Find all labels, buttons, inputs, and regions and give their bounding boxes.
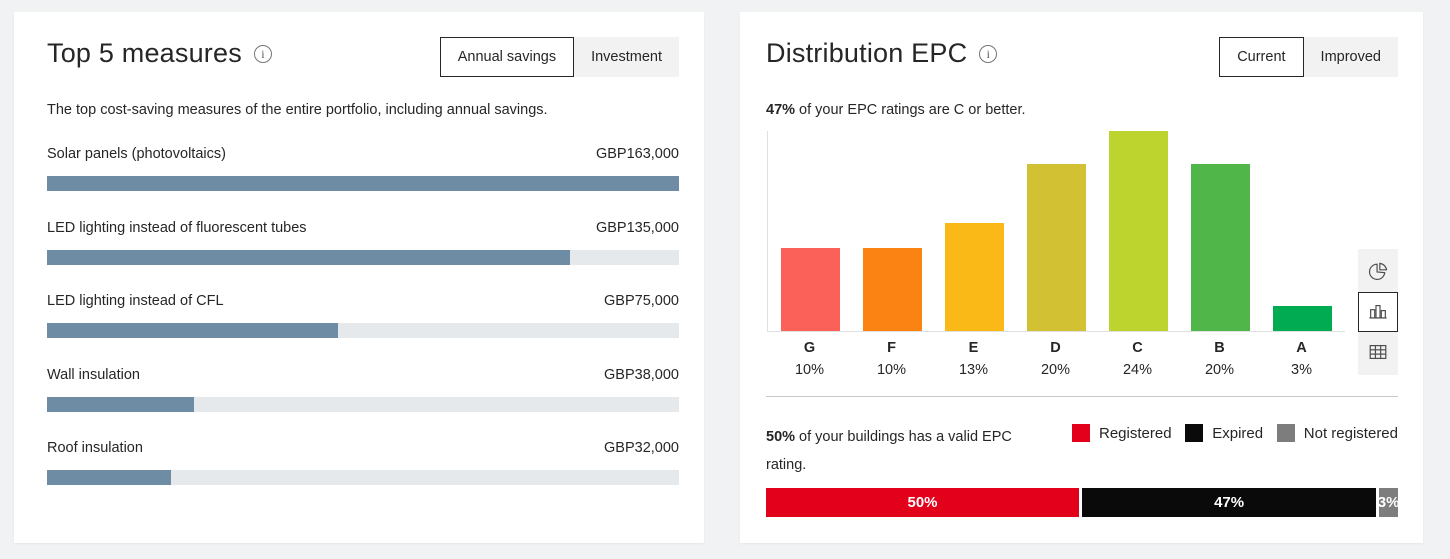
epc-axis-label-e: E 13%: [944, 336, 1003, 378]
investment-tab[interactable]: Investment: [574, 37, 679, 77]
epc-category-percent: 3%: [1291, 362, 1312, 378]
measure-value: GBP135,000: [595, 219, 679, 236]
measures-list: Solar panels (photovoltaics) GBP163,000 …: [47, 146, 679, 514]
epc-bar-d[interactable]: [1027, 164, 1086, 331]
measure-bar-track: [47, 176, 679, 191]
epc-axis-label-a: A 3%: [1272, 336, 1331, 378]
stack-segment-registered: 50%: [766, 488, 1079, 517]
epc-bar-e[interactable]: [945, 223, 1004, 331]
measure-label: Roof insulation: [47, 440, 143, 456]
pie-chart-view-button[interactable]: [1358, 252, 1398, 292]
current-improved-toggle: Current Improved: [1219, 37, 1398, 77]
measure-row: LED lighting instead of fluorescent tube…: [47, 220, 679, 265]
epc-bar-chart-labels: G 10% F 10% E 13% D 20% C 24% B 20% A 3%: [767, 336, 1345, 378]
legend-item-registered: Registered: [1072, 424, 1172, 442]
epc-bar-c[interactable]: [1109, 131, 1168, 331]
epc-axis-label-c: C 24%: [1108, 336, 1167, 378]
distribution-epc-title: Distribution EPC: [766, 38, 968, 68]
measure-row: Roof insulation GBP32,000: [47, 440, 679, 485]
epc-subtitle: 47% of your EPC ratings are C or better.: [766, 102, 1026, 118]
epc-subtitle-percent: 47%: [766, 102, 796, 118]
legend-swatch: [1072, 424, 1090, 442]
measure-bar-track: [47, 396, 679, 412]
epc-bar-g[interactable]: [781, 248, 840, 331]
epc-category-letter: E: [968, 340, 979, 356]
table-icon: [1369, 344, 1387, 360]
epc-axis-label-f: F 10%: [862, 336, 921, 378]
epc-validity-legend: Registered Expired Not registered: [1072, 424, 1398, 442]
measure-bar-fill: [47, 176, 679, 191]
epc-category-letter: C: [1132, 340, 1143, 356]
annual-savings-tab[interactable]: Annual savings: [439, 37, 575, 77]
stack-segment-expired: 47%: [1082, 488, 1377, 517]
chart-type-switcher: [1358, 249, 1398, 375]
bar-chart-view-button[interactable]: [1358, 292, 1398, 332]
measure-label: Solar panels (photovoltaics): [47, 146, 226, 162]
measure-row: Solar panels (photovoltaics) GBP163,000: [47, 146, 679, 191]
measure-label: LED lighting instead of CFL: [47, 293, 224, 309]
bar-chart-icon: [1369, 304, 1387, 319]
measure-bar-fill: [47, 470, 171, 485]
measure-value: GBP163,000: [595, 146, 679, 162]
legend-swatch: [1276, 424, 1295, 442]
legend-label: Expired: [1212, 424, 1264, 442]
measure-bar-fill: [47, 396, 195, 412]
measure-bar-fill: [47, 323, 338, 338]
epc-validity-rest: of your buildings has a valid EPC rating…: [766, 429, 1012, 473]
epc-axis-label-g: G 10%: [780, 336, 839, 378]
section-divider: [766, 396, 1398, 397]
epc-category-percent: 20%: [1040, 362, 1071, 378]
epc-category-percent: 24%: [1122, 362, 1153, 378]
epc-category-letter: G: [803, 340, 816, 356]
top-measures-header: Top 5 measures i Annual savings Investme…: [47, 37, 679, 77]
epc-category-percent: 20%: [1204, 362, 1235, 378]
measure-bar-track: [47, 323, 679, 338]
epc-category-letter: D: [1050, 340, 1061, 356]
epc-bar-chart-plot: [767, 131, 1345, 332]
legend-swatch: [1185, 424, 1204, 442]
table-view-button[interactable]: [1358, 332, 1398, 372]
measure-label: LED lighting instead of fluorescent tube…: [47, 219, 307, 236]
measure-value: GBP75,000: [604, 293, 679, 309]
distribution-epc-card: Distribution EPC i Current Improved 47% …: [740, 12, 1423, 543]
epc-axis-label-b: B 20%: [1190, 336, 1249, 378]
pie-chart-icon: [1368, 262, 1388, 281]
measure-bar-fill: [47, 249, 571, 265]
epc-bar-a[interactable]: [1273, 306, 1332, 331]
info-icon[interactable]: i: [253, 45, 272, 63]
epc-category-letter: A: [1296, 340, 1307, 356]
info-icon[interactable]: i: [979, 45, 998, 63]
epc-bar-f[interactable]: [863, 248, 922, 331]
measure-label: Wall insulation: [47, 366, 140, 383]
current-tab[interactable]: Current: [1219, 37, 1304, 77]
savings-investment-toggle: Annual savings Investment: [439, 37, 679, 77]
top-measures-description: The top cost-saving measures of the enti…: [47, 102, 548, 118]
legend-item-not-registered: Not registered: [1276, 424, 1398, 442]
legend-item-expired: Expired: [1185, 424, 1263, 442]
improved-tab[interactable]: Improved: [1303, 37, 1398, 77]
measure-value: GBP38,000: [604, 366, 679, 383]
epc-axis-label-d: D 20%: [1026, 336, 1085, 378]
epc-category-percent: 10%: [876, 362, 907, 378]
top-measures-title: Top 5 measures: [47, 38, 242, 68]
measure-value: GBP32,000: [604, 440, 679, 456]
measure-bar-track: [47, 249, 679, 265]
legend-label: Not registered: [1303, 424, 1398, 442]
distribution-epc-header: Distribution EPC i Current Improved: [766, 37, 1398, 77]
measure-row: Wall insulation GBP38,000: [47, 367, 679, 412]
stack-segment-not-registered: 3%: [1379, 488, 1398, 517]
epc-category-letter: F: [887, 340, 896, 356]
epc-subtitle-text: of your EPC ratings are C or better.: [795, 102, 1026, 118]
measure-row: LED lighting instead of CFL GBP75,000: [47, 293, 679, 338]
top-measures-card: Top 5 measures i Annual savings Investme…: [14, 12, 704, 543]
legend-label: Registered: [1099, 424, 1172, 442]
epc-category-percent: 10%: [794, 362, 825, 378]
epc-validity-text: 50% of your buildings has a valid EPC ra…: [766, 423, 1031, 479]
epc-validity-percent: 50%: [766, 429, 796, 445]
epc-bar-b[interactable]: [1191, 164, 1250, 331]
epc-category-percent: 13%: [958, 362, 989, 378]
epc-validity-stacked-bar: 50%47%3%: [766, 488, 1398, 517]
measure-bar-track: [47, 470, 679, 485]
epc-category-letter: B: [1214, 340, 1225, 356]
